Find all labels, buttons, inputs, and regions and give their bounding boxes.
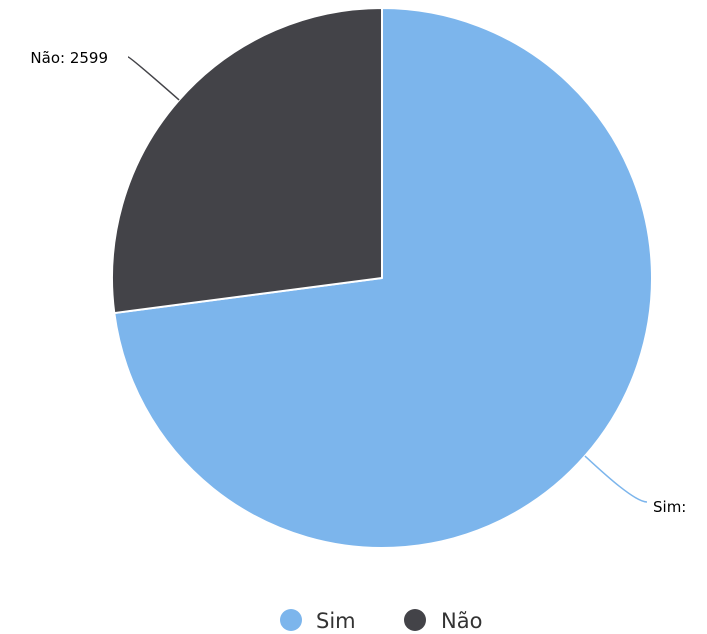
connector-sim <box>584 455 648 503</box>
data-labels: Sim: Não: 2599 <box>30 49 686 516</box>
legend-item-sim[interactable]: Sim <box>280 609 356 633</box>
legend: Sim Não <box>280 609 482 633</box>
legend-marker-nao <box>404 609 426 631</box>
legend-marker-sim <box>280 609 302 631</box>
legend-label-nao: Não <box>441 609 482 633</box>
pie-slice-sim[interactable] <box>113 7 653 549</box>
label-connectors <box>127 56 648 503</box>
data-label-sim: Sim: <box>653 498 686 516</box>
data-label-nao: Não: 2599 <box>30 49 108 67</box>
legend-item-nao[interactable]: Não <box>404 609 482 633</box>
pie-slices <box>111 7 653 549</box>
connector-nao <box>127 56 180 101</box>
pie-slice-nao[interactable] <box>111 7 383 315</box>
legend-label-sim: Sim <box>316 609 356 633</box>
